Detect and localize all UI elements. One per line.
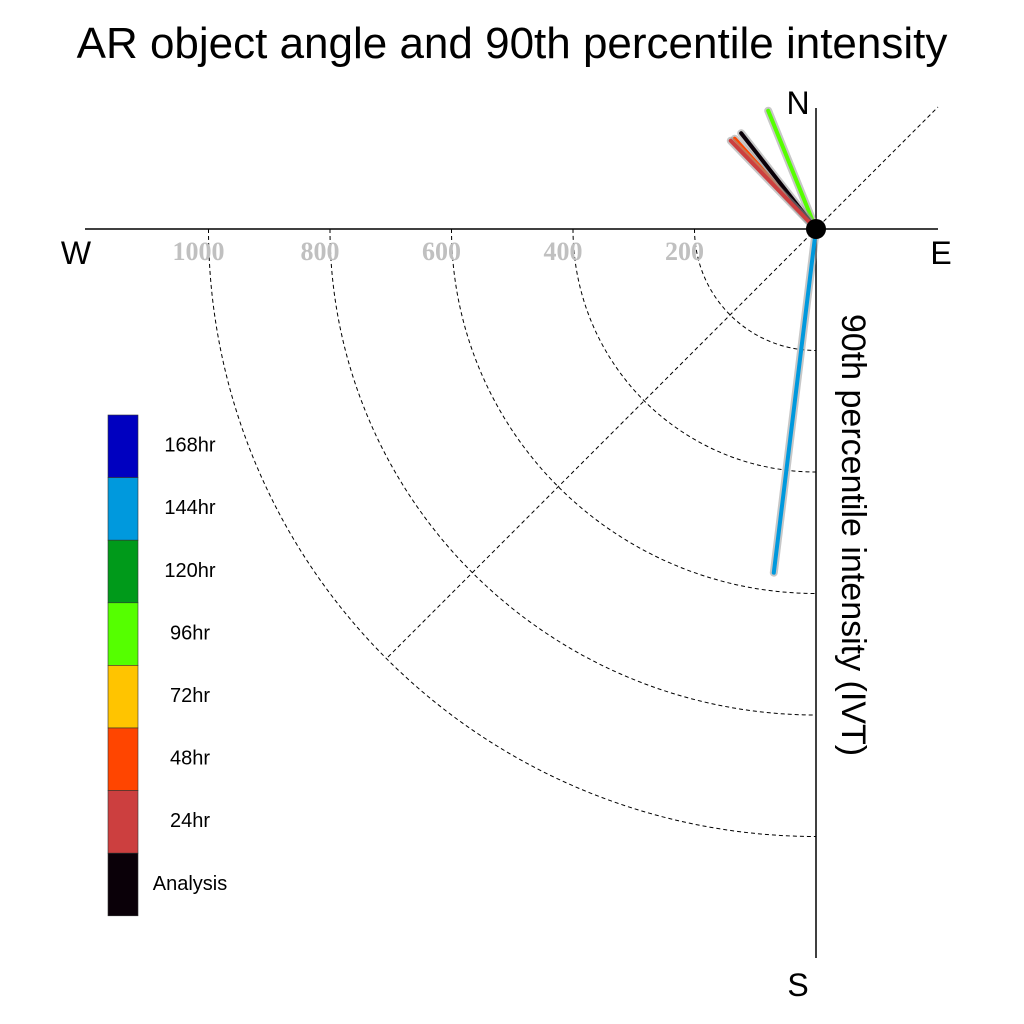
legend-swatch-168hr: [107, 414, 139, 478]
legend-label: 24hr: [170, 810, 210, 832]
radial-tick-label: 200: [665, 237, 704, 266]
series-line-96hr: [764, 106, 820, 233]
radial-tick-label: 400: [544, 237, 583, 266]
legend-swatch-120hr: [107, 539, 139, 604]
radial-tick-labels: 200 400 600 800 1000: [173, 237, 705, 266]
compass-south: S: [787, 967, 808, 1003]
legend-label: 96hr: [170, 622, 210, 644]
grid-arc-1000: [208, 228, 817, 837]
legend-label: 120hr: [164, 560, 215, 582]
series-line-24hr: [726, 136, 820, 233]
grid-arc-200: [694, 228, 817, 351]
chart-title: AR object angle and 90th percentile inte…: [77, 19, 948, 68]
legend-label: 168hr: [164, 435, 215, 457]
grid-diagonal: [387, 106, 939, 658]
radial-tick-label: 600: [422, 237, 461, 266]
legend-swatch-96hr: [107, 602, 139, 666]
origin-marker: [806, 219, 826, 239]
legend-swatch-72hr: [107, 665, 139, 729]
polar-grid: [208, 106, 939, 837]
compass-west: W: [61, 235, 92, 271]
radial-tick-label: 800: [301, 237, 340, 266]
compass-east: E: [930, 235, 951, 271]
legend-label: 48hr: [170, 748, 210, 770]
legend-swatch-24hr: [107, 790, 139, 854]
radial-tick-label: 1000: [173, 237, 225, 266]
y-axis-label: 90th percentile intensity (IVT): [834, 314, 872, 756]
series-line-144hr: [769, 225, 820, 577]
compass-north: N: [786, 85, 809, 121]
legend-label: 144hr: [164, 497, 215, 519]
grid-arc-400: [572, 228, 817, 473]
legend-label: Analysis: [153, 873, 227, 895]
legend-swatch-144hr: [107, 477, 139, 541]
legend-swatch-analysis: [107, 852, 139, 917]
grid-arc-600: [451, 228, 817, 594]
series-lines: [726, 106, 820, 577]
legend-swatch-48hr: [107, 727, 139, 791]
legend: 168hr 144hr 120hr 96hr 72hr 48hr 24hr Analysis: [107, 414, 227, 917]
legend-label: 72hr: [170, 685, 210, 707]
